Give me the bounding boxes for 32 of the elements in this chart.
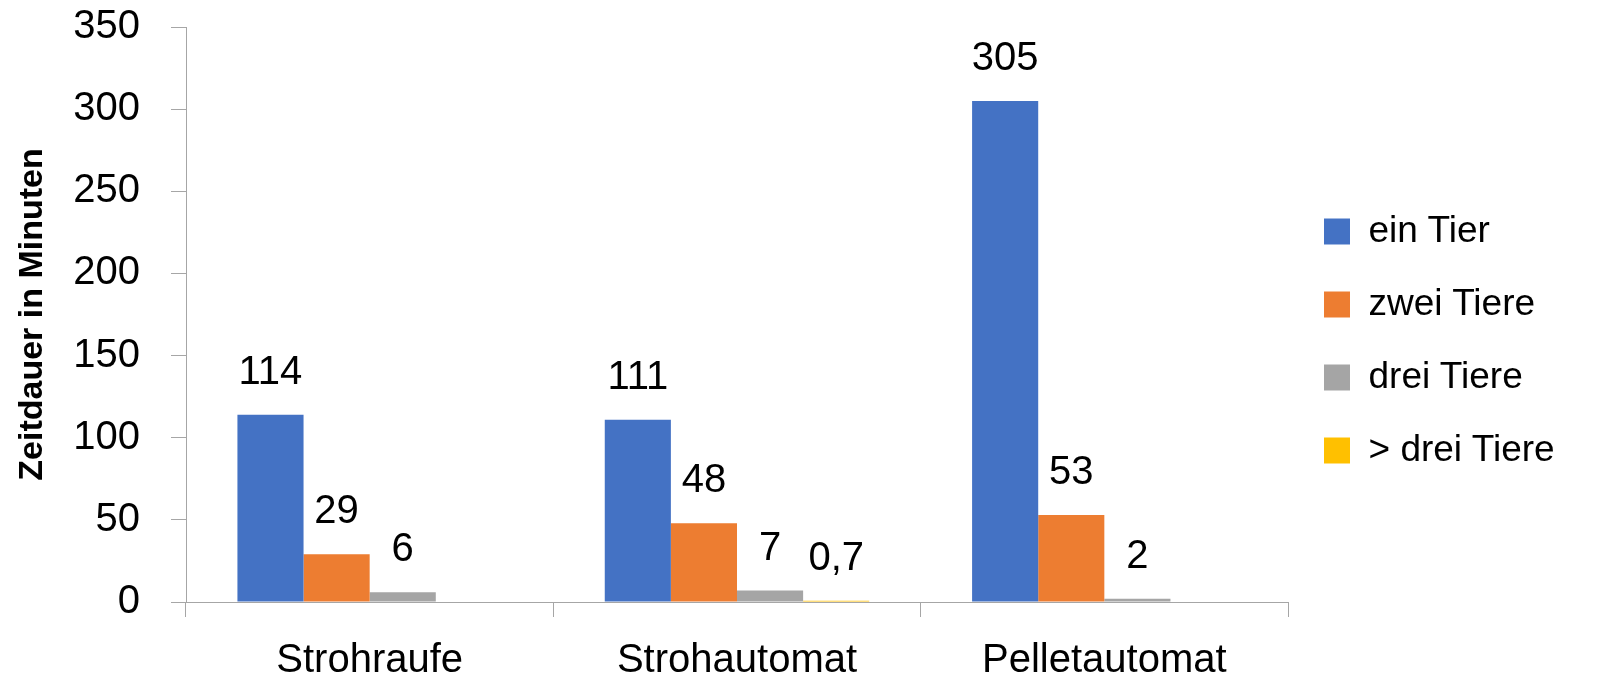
data-label: 305	[971, 33, 1039, 78]
y-tick-label: 50	[95, 494, 140, 539]
y-tick-label: 350	[73, 2, 140, 47]
bar	[972, 100, 1039, 602]
y-tick-label: 200	[73, 248, 140, 293]
y-axis-title: Zeitdauer in Minuten	[10, 148, 49, 481]
x-tick-label: Strohautomat	[616, 636, 858, 681]
data-label: 111	[607, 352, 669, 397]
data-label: 0,7	[808, 533, 864, 578]
bar	[303, 554, 370, 602]
legend-label: > drei Tiere	[1368, 427, 1555, 469]
x-tick-label: Pelletautomat	[982, 636, 1227, 681]
y-tick-label: 0	[117, 577, 140, 622]
data-label: 7	[758, 523, 782, 568]
bar	[1038, 514, 1105, 602]
bar	[237, 414, 304, 602]
y-tick-label: 100	[73, 412, 140, 457]
data-label: 6	[391, 525, 414, 570]
data-label: 2	[1126, 531, 1149, 576]
y-tick-label: 300	[73, 84, 140, 129]
bar	[604, 419, 671, 602]
data-label: 53	[1049, 447, 1094, 492]
y-tick-label: 250	[73, 166, 140, 211]
x-tick-label: Strohraufe	[276, 636, 464, 681]
y-tick-label: 150	[73, 330, 140, 375]
data-label: 48	[681, 456, 727, 501]
data-label: 29	[314, 487, 359, 532]
bar	[670, 523, 737, 602]
data-label: 114	[238, 347, 303, 392]
legend-label: zwei Tiere	[1368, 281, 1536, 323]
legend-label: drei Tiere	[1368, 354, 1523, 396]
legend-label: ein Tier	[1368, 208, 1490, 250]
